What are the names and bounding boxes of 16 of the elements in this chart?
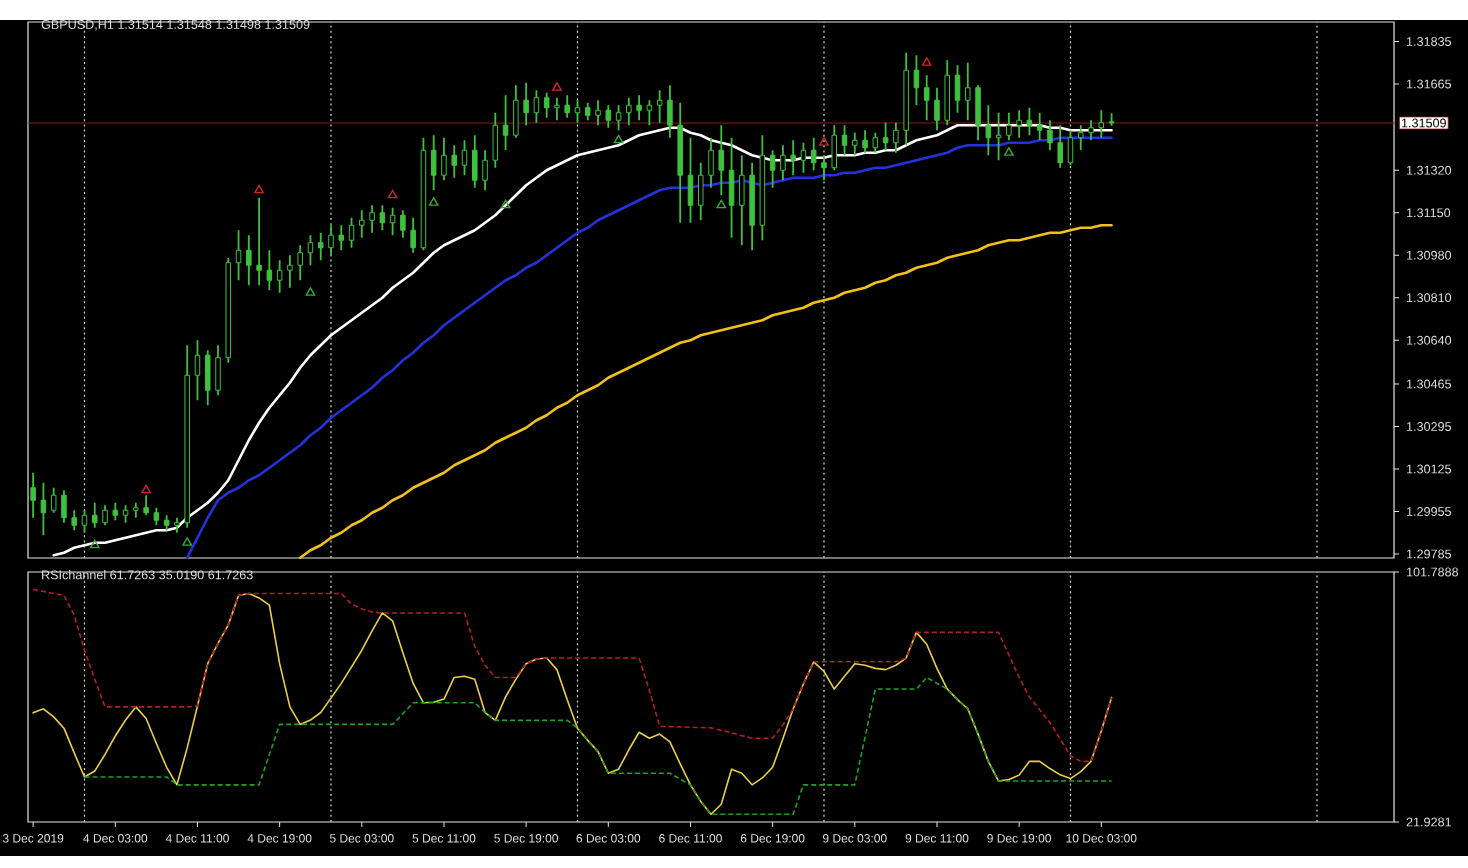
candlestick (194, 339, 201, 402)
candlestick (92, 501, 98, 529)
candlestick (30, 471, 36, 519)
candlestick (81, 509, 88, 534)
candlestick (204, 349, 211, 407)
candlestick (102, 504, 108, 527)
point (141, 484, 151, 494)
line-series (32, 592, 1113, 816)
candlestick (143, 494, 149, 517)
candlestick (40, 481, 47, 537)
candlestick (215, 344, 221, 397)
candlestick (50, 486, 57, 514)
point (89, 539, 100, 549)
candlestick (61, 489, 67, 524)
candlestick (71, 509, 77, 532)
point (182, 537, 193, 546)
